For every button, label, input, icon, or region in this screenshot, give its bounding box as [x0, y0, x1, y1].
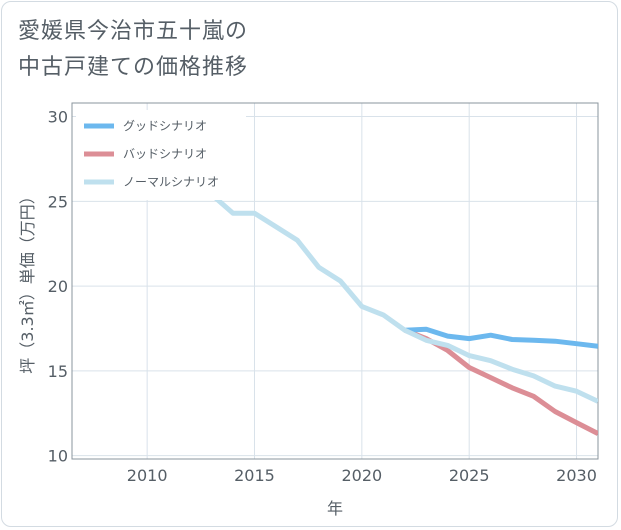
y-tick-label: 25 [48, 192, 68, 211]
y-tick-label: 10 [48, 447, 68, 466]
x-tick-label: 2020 [341, 466, 382, 485]
chart-title-line2: 中古戸建ての価格推移 [18, 55, 249, 80]
chart-title-line1: 愛媛県今治市五十嵐の [18, 19, 249, 44]
x-tick-label: 2015 [234, 466, 275, 485]
plot-frame [71, 102, 599, 460]
legend-label: ノーマルシナリオ [123, 175, 219, 189]
x-axis-title: 年 [327, 499, 343, 518]
legend-label: バッドシナリオ [123, 147, 207, 161]
series-line-0 [404, 326, 598, 349]
y-tick-label: 20 [48, 277, 68, 296]
legend-label: グッドシナリオ [123, 119, 207, 133]
chart-title: 愛媛県今治市五十嵐の 中古戸建ての価格推移 [18, 14, 248, 86]
y-tick-label: 30 [48, 108, 68, 127]
x-tick-label: 2010 [127, 466, 168, 485]
x-tick-label: 2025 [449, 466, 490, 485]
x-tick-label: 2030 [556, 466, 597, 485]
y-axis-title: 坪（3.3㎡）単価（万円） [18, 188, 37, 373]
y-tick-label: 15 [48, 362, 68, 381]
